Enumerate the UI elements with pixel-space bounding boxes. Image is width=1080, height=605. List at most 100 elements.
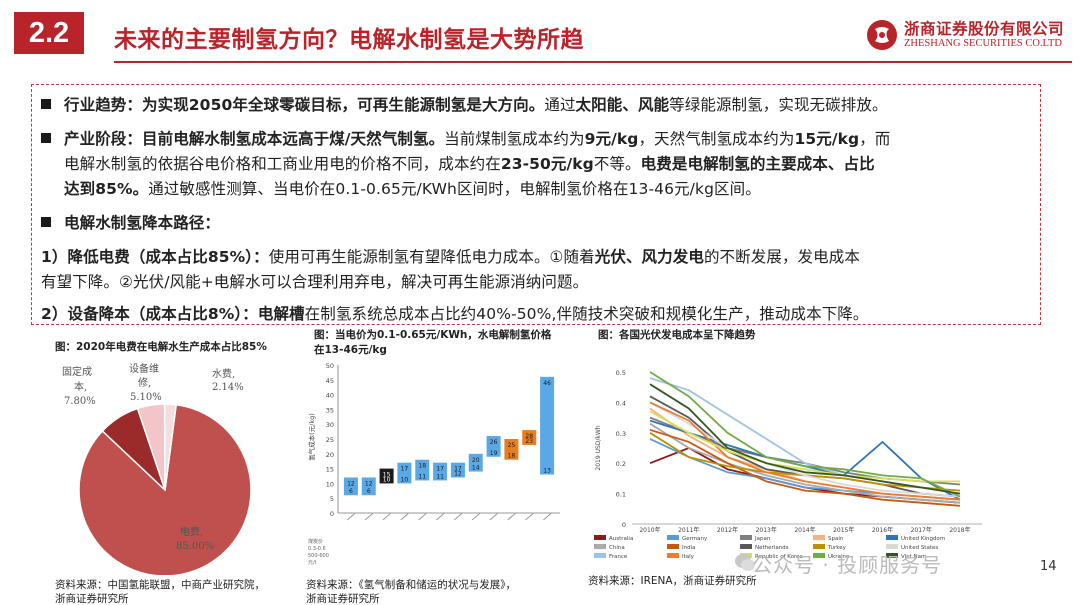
x-tick-label: 2015年 — [833, 526, 854, 534]
square-bullet-icon — [41, 99, 51, 109]
text: ，天然气制氢成本约为 — [638, 130, 795, 148]
bar-high-label: 18 — [418, 463, 426, 470]
legend-label: Ukraine — [828, 554, 850, 560]
square-bullet-icon — [41, 217, 51, 227]
square-bullet-icon — [41, 133, 51, 143]
text: 使用可再生能源制氢有望降低电力成本。①随着 — [268, 248, 595, 266]
text-bold: 9元/kg — [584, 130, 639, 148]
fig1-source-2: 浙商证券研究所 — [55, 593, 129, 605]
reduce-electricity-line-2: 有望下降。②光伏/风能+电解水可以合理利用弃电，解决可再生能源消纳问题。 — [41, 270, 588, 292]
line-chart: 0.5 0.4 0.3 0.2 0.1 0 2019 USD/kWh 2010年 2011年 20… — [594, 369, 982, 560]
y-tick-label: 50 — [326, 362, 334, 370]
page-number: 14 — [1040, 559, 1057, 574]
text-bold: 达到85%。 — [64, 180, 149, 198]
legend-swatch — [667, 535, 679, 540]
cost-path-heading: 电解水制氢降本路径： — [41, 211, 220, 233]
y-tick-label: 40 — [326, 392, 334, 400]
pie-label-fixed: 固定成 — [62, 365, 92, 378]
pie-label-fixed-value: 7.80% — [64, 396, 96, 407]
text-bold: 行业趋势：为实现2050年全球零碳目标，可再生能源制氢是大方向。 — [64, 96, 545, 114]
watermark: 公众号 · 投顾服务号 — [752, 553, 943, 577]
y-axis-title: 氢气成本(元/kg) — [307, 413, 316, 461]
legend-label: United States — [901, 545, 938, 551]
summary-box — [31, 84, 1041, 325]
series-line-14 — [649, 383, 961, 495]
legend-swatch — [667, 544, 679, 549]
fig2-caption-1: 图：当电价为0.1-0.65元/KWh，水电解制氢价格 — [314, 329, 552, 341]
floating-bar-chart: 50454035302520151050氢气成本(元/kg)1261261510… — [307, 362, 560, 566]
bar-1 — [361, 477, 376, 496]
bar-low-label: 11 — [418, 473, 426, 480]
legend-label: Germany — [682, 536, 708, 542]
legend-swatch — [594, 535, 606, 540]
legend-swatch — [813, 535, 825, 540]
legend-label: Italy — [682, 554, 695, 560]
company-logo: 浙商证券股份有限公司 ZHESHANG SECURITIES CO.LTD — [866, 16, 1066, 56]
legend-label: Spain — [828, 536, 844, 542]
bar-low-label: 6 — [367, 488, 371, 495]
text: 等绿能源制氢，实现无碳排放。 — [669, 96, 888, 114]
pie-slice-3 — [163, 403, 177, 491]
category-tick-8 — [489, 513, 498, 521]
text-bold: 光伏、风力发电 — [594, 248, 704, 266]
bar-high-label: 17 — [454, 466, 462, 473]
series-line-6 — [649, 428, 961, 507]
text: 在制氢系统总成本占比约40%-50%,伴随技术突破和规模化生产，推动成本下降。 — [304, 305, 869, 323]
pie-label-fixed: 本, — [74, 380, 87, 393]
y-tick-label: 0.5 — [616, 369, 626, 377]
text: 当前煤制氢成本约为 — [444, 130, 585, 148]
series-line-11 — [649, 401, 961, 501]
legend-swatch — [740, 535, 752, 540]
y-tick-label: 15 — [326, 466, 334, 474]
y-tick-label: 0 — [330, 510, 334, 518]
text-bold: 1）降低电费（成本占比85%）： — [41, 248, 269, 266]
fig1-caption: 图：2020年电费在电解水生产成本占比85% — [55, 341, 267, 353]
bar-9 — [504, 439, 519, 460]
text: 电解水制氢的依据谷电价格和工商业用电的价格不同，成本约在 — [64, 155, 501, 173]
bar-high-label: 15 — [383, 472, 391, 479]
category-tick-7 — [471, 513, 480, 521]
industry-stage-line-2: 电解水制氢的依据谷电价格和工商业用电的价格不同，成本约在23-50元/kg不等。… — [64, 152, 875, 174]
wechat-icon — [735, 554, 755, 571]
text-bold: 2）设备降本（成本占比8%）： — [41, 305, 258, 323]
legend-swatch — [886, 553, 898, 558]
text-bold: 23-50元/kg — [500, 155, 594, 173]
pie-label-equip: 设备维 — [129, 362, 159, 375]
bar-low-label: 19 — [490, 450, 498, 457]
fig2-source-2: 浙商证券研究所 — [306, 593, 380, 605]
bar-low-label: 18 — [508, 453, 516, 460]
bar-low-label: 10 — [383, 476, 391, 483]
bar-0 — [343, 477, 358, 496]
legend-label: India — [682, 545, 696, 551]
text-bold: 产业阶段：目前电解水制氢成本远高于煤/天然气制氢。 — [64, 130, 445, 148]
reduce-electricity-line: 1）降低电费（成本占比85%）：使用可再生能源制氢有望降低电力成本。①随着光伏、… — [41, 245, 860, 267]
logo-english-name: ZHESHANG SECURITIES CO.LTD — [904, 38, 1062, 49]
bar-low-label: 10 — [401, 476, 409, 483]
header-rule — [114, 61, 1072, 63]
text-bold: 15元/kg — [794, 130, 860, 148]
text: ，而 — [859, 130, 891, 148]
text-bold: 电费是电解制氢的主要成本、占比 — [640, 155, 875, 173]
x-note: 元/t — [308, 560, 317, 566]
text-bold: 电解槽 — [257, 305, 305, 323]
y-tick-label: 5 — [330, 495, 334, 503]
y-tick-label: 25 — [326, 436, 334, 444]
y-tick-label: 0 — [622, 521, 626, 529]
x-tick-label: 2010年 — [639, 526, 660, 534]
category-tick-6 — [453, 513, 463, 521]
text: 的不断发展，发电成本 — [703, 248, 860, 266]
y-tick-label: 20 — [326, 451, 334, 459]
section-number: 2.2 — [14, 12, 84, 54]
text: 通过敏感性测算、当电价在0.1-0.65元/KWh区间时，电解制氢价格在13-4… — [148, 180, 761, 198]
legend-label: France — [609, 554, 628, 560]
x-tick-label: 2017年 — [911, 526, 932, 534]
legend-swatch — [667, 553, 679, 558]
legend-swatch — [594, 544, 606, 549]
x-note: 500-600 — [308, 553, 329, 559]
page-title: 未来的主要制氢方向？电解水制氢是大势所趋 — [114, 27, 584, 53]
text: 不等。 — [593, 155, 641, 173]
y-tick-label: 0.1 — [616, 491, 626, 499]
pie-label-elec: 电费, — [180, 525, 203, 538]
fig3-source: 资料来源：IRENA，浙商证券研究所 — [588, 575, 757, 587]
bar-high-label: 28 — [525, 433, 533, 440]
